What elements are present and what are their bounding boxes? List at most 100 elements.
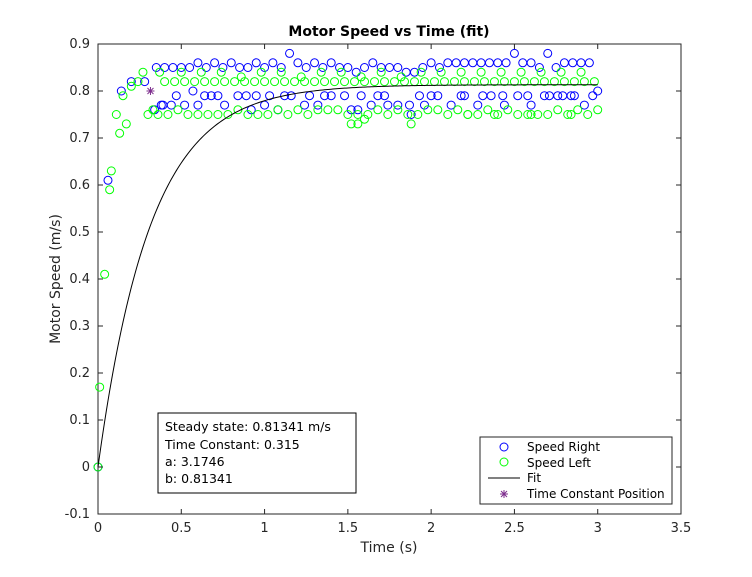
data-point-speed-left [263, 110, 273, 119]
data-point-speed-left [256, 67, 266, 77]
data-point-speed-right [551, 63, 561, 72]
data-point-speed-left [496, 67, 506, 77]
legend-label-speed-left: Speed Left [527, 456, 591, 470]
data-point-speed-left [459, 77, 469, 87]
data-point-speed-left [360, 77, 370, 87]
y-tick-label: -0.1 [65, 507, 90, 522]
data-point-speed-right [171, 91, 181, 101]
data-point-speed-right [588, 91, 598, 101]
annotation-frame [157, 412, 357, 494]
data-point-speed-left [413, 110, 423, 119]
data-point-speed-left [536, 67, 546, 77]
data-point-speed-right [501, 58, 511, 68]
data-point-speed-left [539, 77, 549, 87]
data-point-speed-left [456, 67, 466, 77]
data-point-speed-left [220, 77, 230, 87]
y-axis-title: Motor Speed (m/s) [48, 214, 64, 344]
data-point-speed-right [251, 91, 261, 101]
data-point-speed-left [529, 77, 539, 87]
data-point-speed-left [373, 105, 383, 115]
data-point-speed-left [476, 67, 486, 77]
data-point-speed-left [559, 77, 569, 87]
data-point-speed-left [118, 91, 128, 101]
data-point-speed-right [116, 86, 126, 96]
data-point-speed-right [206, 91, 216, 101]
data-point-speed-left [143, 110, 153, 119]
data-point-speed-left [543, 110, 553, 119]
data-point-speed-right [446, 100, 456, 110]
data-point-speed-right [393, 100, 403, 110]
data-point-speed-left [176, 67, 186, 77]
data-point-speed-right [499, 100, 509, 110]
data-point-speed-left [200, 77, 210, 87]
data-point-speed-left [236, 72, 246, 82]
data-point-speed-right [373, 91, 383, 101]
data-point-speed-left [250, 77, 260, 87]
data-point-speed-right [418, 63, 428, 72]
x-axis-title: Time (s) [360, 540, 418, 556]
data-point-speed-right [414, 91, 424, 101]
data-point-speed-left [100, 269, 110, 279]
annotation-line-b: b: 0.81341 [165, 471, 233, 486]
data-point-speed-left [323, 105, 333, 115]
data-point-speed-left [280, 77, 290, 87]
data-point-speed-right [426, 58, 436, 68]
data-point-speed-left [350, 77, 360, 87]
data-point-speed-left [243, 110, 253, 119]
data-point-speed-right [498, 91, 508, 101]
data-point-speed-right [340, 91, 350, 101]
data-point-speed-left [576, 67, 586, 77]
annotation-line-steady-state: Steady state: 0.81341 m/s [165, 419, 331, 434]
data-point-speed-left [589, 77, 599, 87]
data-point-speed-left [260, 77, 270, 87]
data-point-speed-right [579, 100, 589, 110]
y-tick-label: 0.1 [69, 413, 90, 428]
data-point-speed-left [303, 110, 313, 119]
data-point-speed-left [210, 77, 220, 87]
legend-label-fit: Fit [527, 471, 541, 485]
data-point-speed-right [526, 100, 536, 110]
fit-line [97, 84, 598, 468]
x-tick-label: 1 [260, 521, 268, 536]
data-point-speed-right [193, 58, 203, 68]
data-point-speed-right [318, 63, 328, 72]
data-point-speed-left [509, 77, 519, 87]
data-point-speed-right [241, 91, 251, 101]
data-point-speed-right [313, 100, 323, 110]
series-fit [97, 84, 598, 468]
data-point-speed-left [406, 119, 416, 129]
x-tick-label: 1.5 [338, 521, 359, 536]
data-point-speed-left [330, 77, 340, 87]
data-point-speed-left [293, 105, 303, 115]
data-point-speed-right [103, 175, 113, 185]
data-point-speed-left [403, 110, 413, 119]
data-point-speed-right [280, 91, 290, 101]
data-point-speed-right [478, 91, 488, 101]
data-point-speed-left [423, 105, 433, 115]
data-point-speed-left [111, 110, 121, 119]
data-point-speed-right [300, 100, 310, 110]
x-tick-label: 0.5 [171, 521, 192, 536]
data-point-speed-right [558, 91, 568, 101]
x-tick-label: 3.5 [671, 521, 692, 536]
time-constant-marker [146, 87, 155, 95]
data-point-speed-right [473, 100, 483, 110]
data-point-speed-left [533, 110, 543, 119]
data-point-speed-right [419, 100, 429, 110]
data-point-speed-left [519, 77, 529, 87]
data-point-speed-right [346, 105, 356, 115]
legend-label-time-constant: Time Constant Position [526, 487, 665, 501]
data-point-speed-left [138, 67, 148, 77]
y-tick-label: 0.9 [69, 37, 90, 52]
data-point-speed-left [489, 110, 499, 119]
legend-marker-time-constant [500, 490, 508, 498]
data-point-speed-left [479, 77, 489, 87]
data-point-speed-right [593, 86, 603, 96]
data-point-speed-left [336, 67, 346, 77]
data-point-speed-left [526, 110, 536, 119]
y-tick-label: 0.2 [69, 366, 90, 381]
y-tick-label: 0 [82, 460, 90, 475]
ticks-layer: 0 0.5 1 1.5 2 2.5 3 3.5 -0.1 0 0.1 0.2 0.3 0.4 0.5 0.6 0… [65, 37, 692, 536]
data-point-speed-right [320, 91, 330, 101]
data-point-speed-left [579, 77, 589, 87]
